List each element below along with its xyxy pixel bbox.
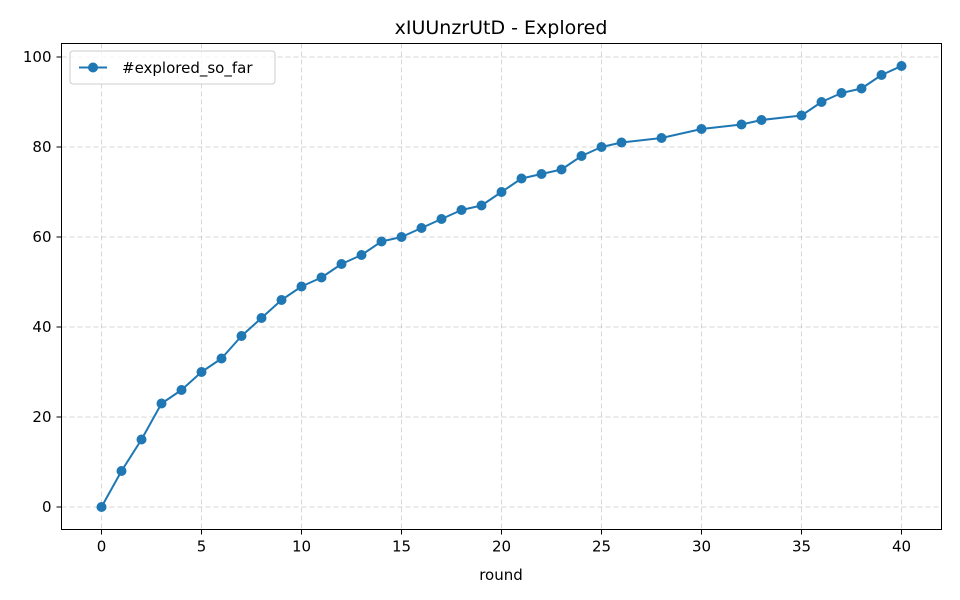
data-point — [136, 434, 147, 445]
legend-label: #explored_so_far — [122, 59, 253, 78]
legend: #explored_so_far — [69, 50, 276, 85]
x-tick-label: 5 — [197, 538, 207, 556]
y-tick-label: 60 — [32, 228, 51, 246]
data-point — [96, 502, 107, 512]
data-point — [296, 281, 307, 292]
data-point — [396, 232, 407, 242]
data-point — [696, 124, 707, 134]
grid — [61, 43, 942, 530]
data-point — [616, 137, 627, 148]
data-point — [376, 236, 387, 247]
data-point — [856, 83, 867, 94]
data-point — [416, 223, 427, 233]
data-point — [516, 173, 527, 184]
data-point — [256, 313, 267, 323]
y-tick-label: 20 — [32, 408, 51, 426]
x-tick-label: 40 — [892, 538, 911, 556]
data-point — [816, 97, 827, 107]
data-point — [236, 331, 247, 341]
y-tick-label: 40 — [32, 318, 51, 336]
series-layer — [96, 61, 907, 512]
x-axis: 0 5 10 15 20 25 30 35 40 — [97, 529, 911, 556]
x-tick-label: 0 — [97, 538, 107, 556]
y-tick-label: 0 — [42, 498, 52, 516]
data-point — [336, 259, 347, 269]
x-tick-label: 20 — [492, 538, 511, 556]
data-point — [576, 151, 587, 161]
data-point — [456, 205, 467, 215]
data-point — [736, 119, 747, 130]
data-point — [436, 214, 447, 224]
data-point — [836, 88, 847, 98]
data-point — [596, 142, 607, 152]
x-axis-label: round — [479, 566, 523, 584]
data-point — [156, 398, 167, 409]
x-tick-label: 30 — [692, 538, 711, 556]
data-point — [656, 133, 667, 143]
legend-box — [69, 50, 276, 85]
x-tick-label: 25 — [592, 538, 611, 556]
data-point — [356, 250, 367, 260]
x-tick-label: 35 — [792, 538, 811, 556]
data-point — [176, 385, 187, 395]
data-point — [536, 169, 547, 179]
data-point — [896, 61, 907, 71]
x-tick-label: 15 — [392, 538, 411, 556]
x-tick-label: 10 — [292, 538, 311, 556]
data-point — [556, 164, 567, 175]
data-point — [876, 70, 887, 80]
y-tick-label: 80 — [32, 138, 51, 156]
data-point — [116, 466, 127, 476]
data-point — [216, 353, 227, 364]
legend-marker-icon — [88, 62, 98, 73]
y-axis: 0 20 40 60 80 100 — [23, 48, 62, 516]
chart-title: xIUUnzrUtD - Explored — [395, 17, 608, 39]
data-point — [496, 187, 507, 197]
data-point — [756, 115, 767, 125]
data-point — [796, 110, 807, 121]
y-tick-label: 100 — [23, 48, 52, 66]
data-point — [476, 200, 487, 211]
data-point — [276, 295, 287, 305]
data-point — [316, 272, 327, 283]
data-point — [196, 367, 207, 377]
